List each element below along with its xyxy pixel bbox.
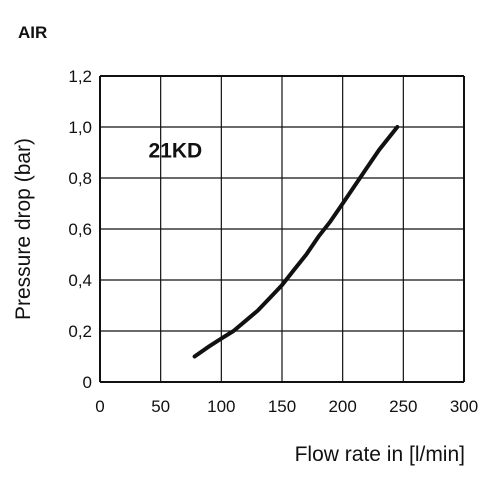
x-axis-title: Flow rate in [l/min] (295, 443, 465, 466)
chart-heading: AIR (18, 23, 47, 42)
series-layer (192, 125, 400, 359)
series-annotation: 21KD (149, 140, 203, 163)
y-tick-label: 1,0 (68, 118, 92, 137)
grid (99, 75, 465, 383)
y-tick-label: 0,8 (68, 169, 92, 188)
x-tick-label: 250 (389, 397, 417, 416)
tick-labels: 0 50 100 150 200 250 300 0 0,2 0,4 0,6 0,8 1,0 1,2 (68, 67, 478, 416)
x-tick-label: 200 (328, 397, 356, 416)
y-axis-title: Pressure drop (bar) (12, 138, 35, 320)
y-tick-label: 0,4 (68, 271, 92, 290)
y-tick-label: 0 (83, 373, 92, 392)
series-line (192, 125, 400, 359)
x-tick-label: 150 (268, 397, 296, 416)
y-tick-label: 1,2 (68, 67, 92, 86)
x-tick-label: 100 (207, 397, 235, 416)
y-tick-label: 0,6 (68, 220, 92, 239)
x-tick-label: 300 (450, 397, 478, 416)
x-tick-label: 50 (151, 397, 170, 416)
y-tick-label: 0,2 (68, 322, 92, 341)
annotations: 21KD (149, 140, 203, 163)
x-tick-label: 0 (95, 397, 104, 416)
